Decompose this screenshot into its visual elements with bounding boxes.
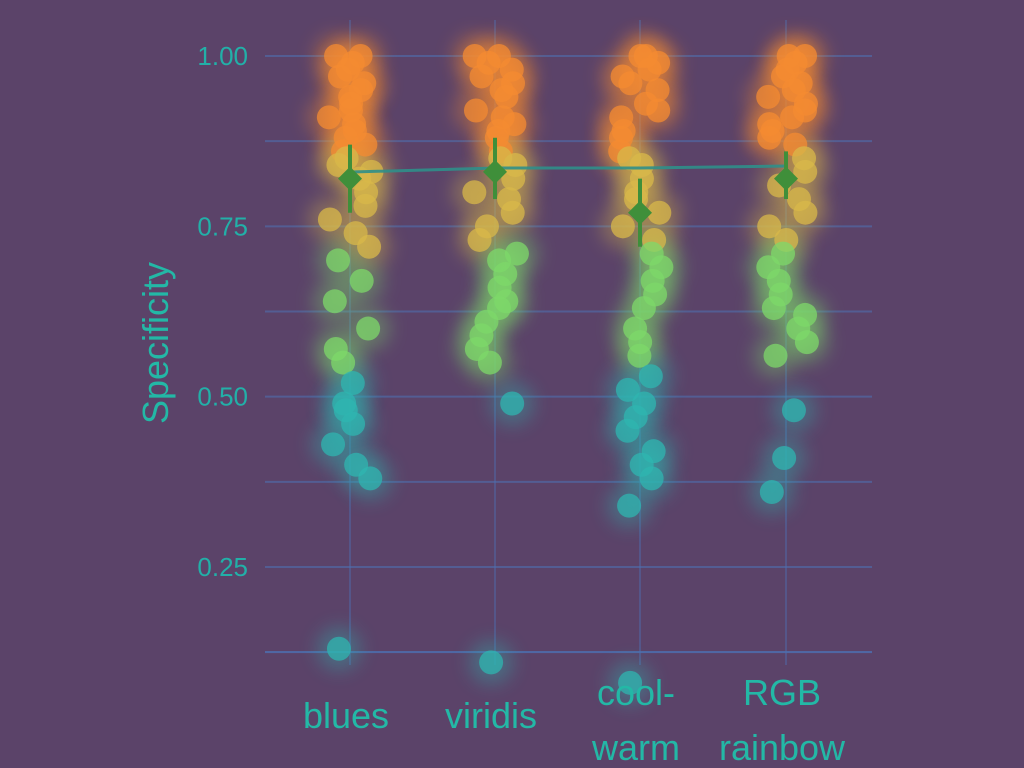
data-point — [646, 98, 671, 123]
data-point — [500, 391, 525, 416]
data-point — [494, 84, 519, 109]
data-point — [794, 330, 819, 355]
data-point — [340, 371, 365, 396]
x-category-label: RGB — [743, 672, 821, 713]
data-point — [467, 227, 492, 252]
data-point — [618, 670, 643, 695]
data-point — [793, 200, 818, 225]
mean-diamond — [628, 200, 652, 225]
data-point — [772, 445, 797, 470]
data-point — [349, 268, 374, 293]
data-point — [322, 289, 347, 314]
data-point — [358, 466, 383, 491]
labels-layer: Specificity 0.25 0.50 0.75 1.00 blues viridis… — [135, 41, 846, 768]
data-point — [356, 316, 381, 341]
data-point — [637, 57, 662, 82]
data-point — [462, 180, 487, 205]
data-point — [781, 398, 806, 423]
data-point — [500, 200, 525, 225]
x-category-label: rainbow — [719, 727, 846, 768]
points-layer — [316, 44, 819, 695]
data-point — [763, 343, 788, 368]
mean-diamond — [483, 159, 507, 184]
data-point — [759, 480, 784, 505]
data-point — [326, 636, 351, 661]
data-point — [331, 350, 356, 375]
data-point — [627, 343, 652, 368]
data-point — [469, 64, 494, 89]
data-point — [357, 234, 382, 259]
y-tick-label: 0.50 — [197, 382, 248, 412]
y-tick-label: 1.00 — [197, 41, 248, 71]
data-point — [615, 377, 640, 402]
data-point — [477, 350, 502, 375]
data-point — [463, 98, 488, 123]
heat-halo-layer — [306, 34, 829, 705]
data-point — [353, 193, 378, 218]
mean-diamond — [338, 166, 362, 191]
x-category-label: cool- — [597, 672, 675, 713]
data-point — [341, 411, 366, 436]
data-point — [647, 200, 672, 225]
data-point — [638, 364, 663, 389]
data-point — [326, 248, 351, 273]
x-category-label: blues — [303, 695, 389, 736]
data-point — [615, 418, 640, 443]
data-point — [756, 84, 781, 109]
data-point — [321, 432, 346, 457]
y-tick-label: 0.25 — [197, 552, 248, 582]
mean-layer — [338, 137, 798, 247]
data-point — [639, 466, 664, 491]
data-point — [617, 493, 642, 518]
y-axis-title: Specificity — [135, 262, 176, 424]
data-point — [761, 296, 786, 321]
data-point — [631, 296, 656, 321]
data-point — [479, 650, 504, 675]
mean-connector-line — [351, 164, 787, 174]
x-category-label: viridis — [445, 695, 537, 736]
data-point — [326, 153, 351, 178]
data-point — [327, 64, 352, 89]
data-point — [610, 214, 635, 239]
data-point — [780, 105, 805, 130]
data-point — [618, 71, 643, 96]
data-point — [757, 214, 782, 239]
data-point — [316, 105, 341, 130]
data-point — [317, 207, 342, 232]
data-point — [757, 125, 782, 150]
y-tick-label: 0.75 — [197, 211, 248, 241]
data-point — [793, 159, 818, 184]
x-category-label: warm — [591, 727, 680, 768]
data-point — [353, 132, 378, 157]
mean-diamond — [774, 166, 798, 191]
data-point — [501, 166, 526, 191]
